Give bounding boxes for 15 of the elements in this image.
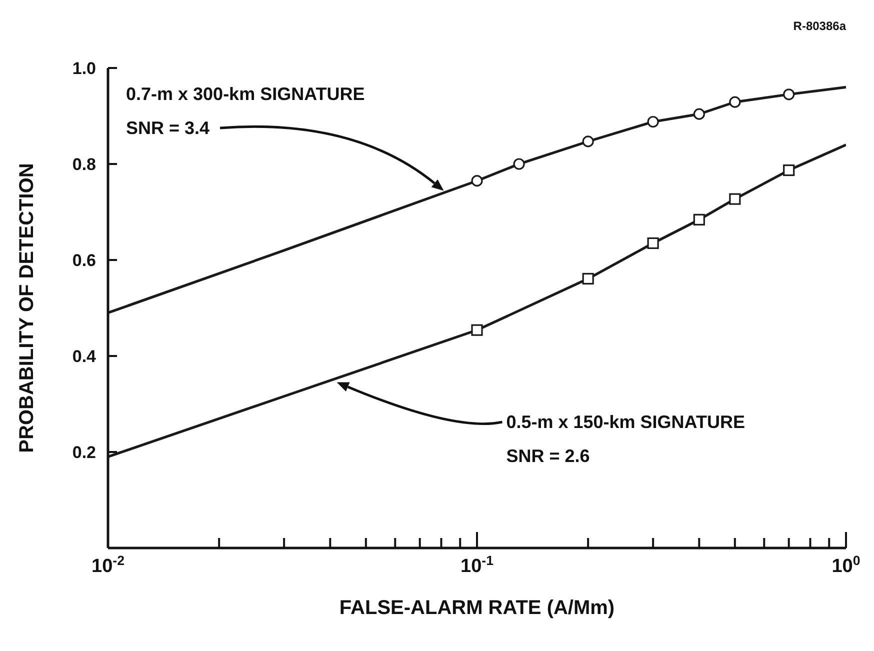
- y-tick-label: 0.8: [72, 155, 96, 174]
- x-tick-label: 10$^{0}$: [832, 552, 860, 577]
- annotation: SNR = 3.4: [126, 118, 210, 138]
- annotation: 0.7-m x 300-km SIGNATURE: [126, 84, 365, 104]
- x-axis-title: FALSE-ALARM RATE (A/Mm): [339, 597, 615, 619]
- annotation: SNR = 2.6: [506, 446, 590, 466]
- y-tick-label: 0.6: [72, 251, 96, 270]
- y-axis-title: PROBABILITY OF DETECTION: [16, 163, 38, 453]
- x-tick-label: 10$^{-2}$: [92, 552, 124, 577]
- y-tick-label: 0.4: [72, 347, 97, 366]
- x-tick-label: 10$^{-1}$: [460, 552, 494, 577]
- y-tick-label: 1.0: [72, 59, 96, 78]
- text: R-80386a: [793, 19, 846, 33]
- annotation: 0.5-m x 150-km SIGNATURE: [506, 412, 745, 432]
- y-tick-label: 0.2: [72, 443, 96, 462]
